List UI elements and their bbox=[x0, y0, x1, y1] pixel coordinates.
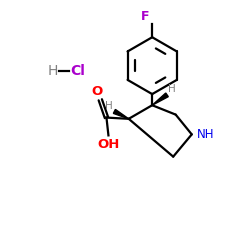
Text: O: O bbox=[92, 85, 103, 98]
Text: F: F bbox=[141, 10, 150, 23]
Text: H: H bbox=[106, 101, 113, 111]
Text: H: H bbox=[48, 64, 58, 78]
Polygon shape bbox=[113, 110, 129, 119]
Text: NH: NH bbox=[197, 128, 215, 141]
Text: Cl: Cl bbox=[70, 64, 85, 78]
Text: OH: OH bbox=[97, 138, 120, 151]
Text: H: H bbox=[168, 84, 176, 94]
Polygon shape bbox=[152, 93, 168, 105]
